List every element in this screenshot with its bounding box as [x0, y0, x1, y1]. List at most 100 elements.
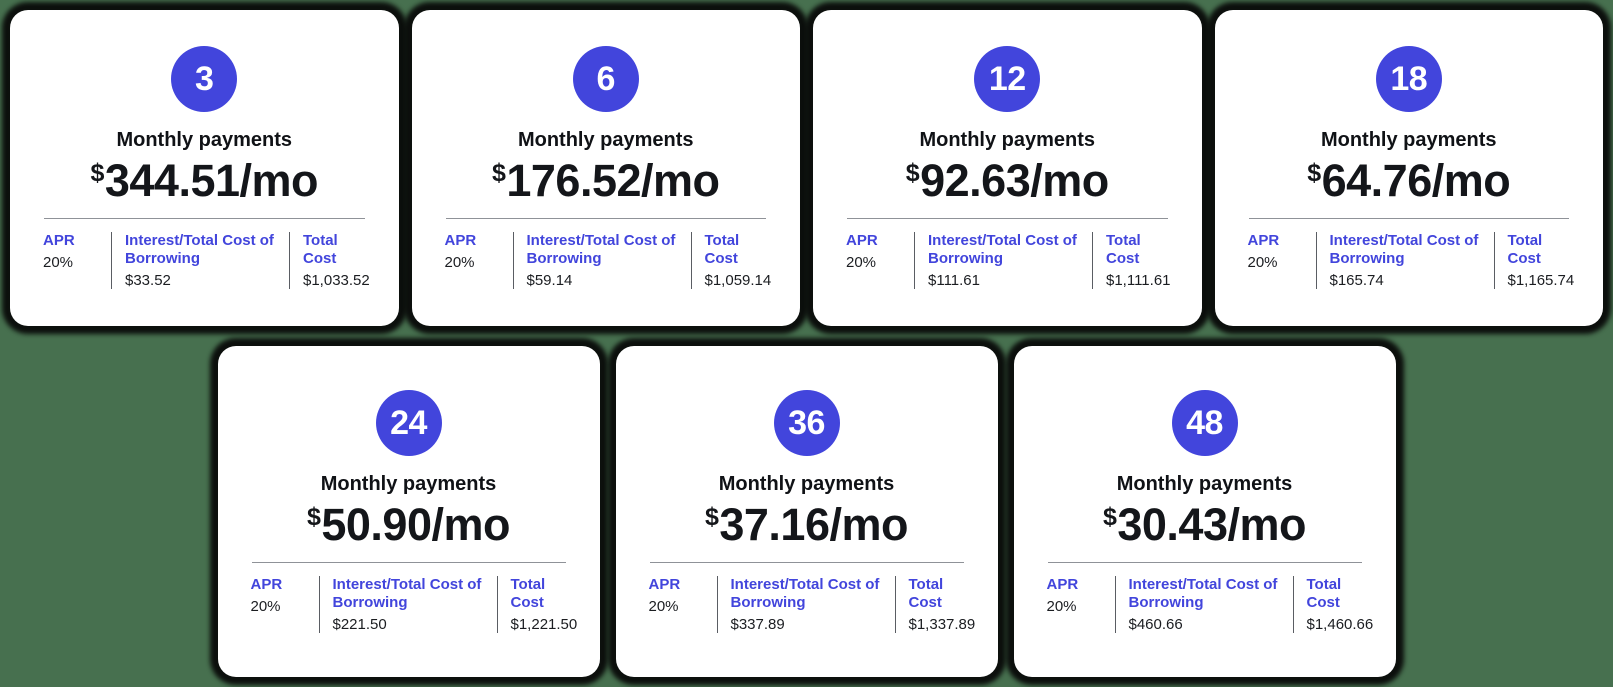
currency-symbol: $ [491, 159, 506, 187]
interest-label: Interest/Total Cost of Borrowing [526, 231, 676, 267]
interest-value: $221.50 [332, 616, 387, 634]
interest-label: Interest/Total Cost of Borrowing [1128, 575, 1278, 611]
interest-value: $111.61 [928, 272, 980, 290]
months-count: 3 [195, 59, 214, 98]
total-cost-value: $1,033.52 [303, 272, 370, 290]
interest-column: Interest/Total Cost of Borrowing $460.66 [1114, 575, 1293, 634]
apr-label: APR [43, 231, 75, 249]
total-cost-column: Total Cost $1,221.50 [496, 575, 591, 634]
monthly-payment-amount: $64.76/mo [1307, 156, 1511, 206]
horizontal-divider [1047, 561, 1362, 563]
apr-value: 20% [444, 253, 475, 271]
horizontal-divider [1248, 217, 1569, 219]
plan-stats: APR 20% Interest/Total Cost of Borrowing… [41, 231, 370, 290]
months-badge: 36 [773, 390, 840, 456]
monthly-payment-amount: $30.43/mo [1103, 499, 1307, 550]
horizontal-divider [445, 217, 766, 219]
total-cost-label: Total Cost [1106, 231, 1141, 267]
interest-column: Interest/Total Cost of Borrowing $165.74 [1315, 231, 1494, 290]
amount-value: 37.16 [719, 499, 830, 550]
per-month-suffix: /mo [239, 155, 319, 206]
per-month-suffix: /mo [1227, 499, 1307, 550]
total-cost-value: $1,460.66 [1306, 616, 1374, 634]
monthly-payment-amount: $37.16/mo [704, 499, 909, 550]
interest-label: Interest/Total Cost of Borrowing [125, 231, 274, 267]
total-cost-value: $1,221.50 [510, 616, 578, 634]
installment-plan-card-18-months[interactable]: 18 Monthly payments $64.76/mo APR 20% In… [1214, 10, 1603, 326]
interest-label: Interest/Total Cost of Borrowing [928, 231, 1077, 267]
currency-symbol: $ [1307, 159, 1321, 187]
total-cost-column: Total Cost $1,337.89 [894, 575, 989, 634]
interest-value: $165.74 [1329, 272, 1384, 290]
interest-label: Interest/Total Cost of Borrowing [332, 575, 482, 611]
total-cost-column: Total Cost $1,059.14 [690, 231, 785, 290]
apr-label: APR [648, 575, 681, 593]
amount-value: 30.43 [1117, 499, 1228, 550]
interest-column: Interest/Total Cost of Borrowing $221.50 [318, 575, 497, 634]
total-cost-label: Total Cost [1507, 231, 1543, 267]
plan-stats: APR 20% Interest/Total Cost of Borrowing… [443, 231, 771, 290]
apr-value: 20% [250, 597, 281, 615]
monthly-payments-label: Monthly payments [320, 473, 497, 495]
currency-symbol: $ [90, 159, 104, 187]
apr-column: APR 20% [844, 232, 914, 290]
months-badge: 3 [171, 46, 238, 112]
apr-column: APR 20% [443, 232, 513, 290]
per-month-suffix: /mo [1030, 155, 1109, 206]
plans-row-bottom: 24 Monthly payments $50.90/mo APR 20% In… [0, 346, 1613, 677]
monthly-payment-amount: $92.63/mo [905, 155, 1110, 206]
monthly-payments-label: Monthly payments [919, 129, 1096, 151]
total-cost-label: Total Cost [908, 575, 944, 611]
months-badge: 24 [375, 390, 442, 456]
horizontal-divider [251, 561, 566, 563]
interest-column: Interest/Total Cost of Borrowing $111.61 [914, 231, 1092, 290]
apr-label: APR [846, 231, 878, 249]
apr-column: APR 20% [1246, 232, 1316, 290]
per-month-suffix: /mo [829, 499, 909, 550]
per-month-suffix: /mo [431, 499, 511, 550]
interest-value: $337.89 [730, 616, 785, 634]
apr-label: APR [1046, 575, 1079, 593]
total-cost-value: $1,111.61 [1106, 272, 1171, 290]
installment-plan-card-36-months[interactable]: 36 Monthly payments $37.16/mo APR 20% In… [615, 346, 998, 677]
installment-plan-card-48-months[interactable]: 48 Monthly payments $30.43/mo APR 20% In… [1013, 346, 1396, 677]
plan-stats: APR 20% Interest/Total Cost of Borrowing… [249, 575, 577, 634]
months-count: 48 [1186, 403, 1223, 442]
months-count: 6 [596, 59, 616, 98]
apr-column: APR 20% [41, 232, 111, 290]
plan-stats: APR 20% Interest/Total Cost of Borrowing… [1246, 231, 1574, 290]
installment-plan-card-12-months[interactable]: 12 Monthly payments $92.63/mo APR 20% In… [813, 10, 1202, 326]
apr-value: 20% [846, 253, 877, 271]
months-badge: 18 [1375, 46, 1442, 112]
installment-plan-card-24-months[interactable]: 24 Monthly payments $50.90/mo APR 20% In… [217, 346, 600, 677]
months-badge: 12 [974, 46, 1041, 112]
total-cost-column: Total Cost $1,033.52 [289, 231, 383, 290]
total-cost-label: Total Cost [1306, 575, 1342, 611]
plan-stats: APR 20% Interest/Total Cost of Borrowing… [844, 231, 1171, 290]
interest-column: Interest/Total Cost of Borrowing $59.14 [512, 231, 691, 290]
horizontal-divider [847, 217, 1168, 219]
months-count: 24 [390, 403, 427, 442]
apr-value: 20% [1046, 597, 1077, 615]
installment-plan-card-6-months[interactable]: 6 Monthly payments $176.52/mo APR 20% In… [411, 10, 800, 326]
amount-value: 344.51 [104, 155, 240, 206]
interest-column: Interest/Total Cost of Borrowing $337.89 [716, 575, 895, 634]
interest-value: $460.66 [1128, 616, 1183, 634]
interest-value: $59.14 [526, 272, 573, 290]
months-badge: 48 [1171, 390, 1238, 456]
currency-symbol: $ [704, 503, 719, 531]
amount-value: 92.63 [920, 155, 1031, 206]
currency-symbol: $ [905, 159, 920, 187]
months-count: 12 [988, 59, 1026, 98]
installment-plan-card-3-months[interactable]: 3 Monthly payments $344.51/mo APR 20% In… [10, 10, 399, 326]
total-cost-column: Total Cost $1,111.61 [1092, 231, 1184, 290]
apr-value: 20% [1247, 253, 1278, 271]
months-count: 18 [1390, 59, 1428, 98]
total-cost-column: Total Cost $1,165.74 [1493, 231, 1588, 290]
interest-value: $33.52 [125, 272, 171, 290]
total-cost-value: $1,059.14 [704, 272, 772, 290]
total-cost-label: Total Cost [704, 231, 740, 267]
interest-label: Interest/Total Cost of Borrowing [1329, 231, 1479, 267]
monthly-payments-label: Monthly payments [718, 473, 895, 495]
